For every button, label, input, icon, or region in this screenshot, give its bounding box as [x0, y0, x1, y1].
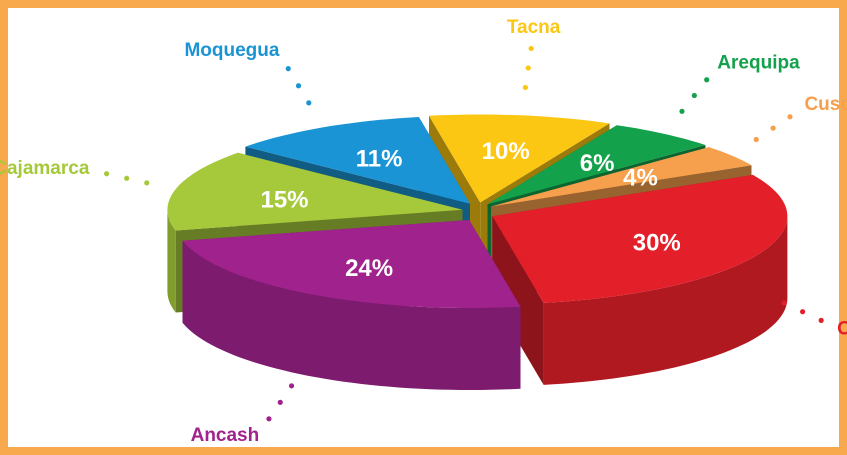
value-label: 30% — [633, 229, 681, 256]
category-label: Tacna — [507, 17, 561, 38]
category-label: Moquegua — [184, 40, 279, 61]
slice-side — [167, 209, 176, 313]
slice — [245, 117, 470, 204]
leader-dot — [277, 399, 283, 405]
slice — [182, 220, 521, 308]
value-label: 15% — [260, 186, 308, 213]
slice — [491, 147, 752, 207]
leader-dot — [103, 171, 110, 177]
leader-dot — [704, 77, 710, 83]
value-label: 24% — [345, 255, 393, 282]
leader-dot — [787, 114, 793, 120]
slice-wall — [492, 216, 544, 385]
leader-dot — [288, 383, 295, 389]
slice — [492, 174, 788, 303]
leader-dot — [799, 309, 806, 315]
slice — [492, 174, 788, 385]
leader-dot — [144, 180, 150, 186]
leader-dot — [285, 66, 291, 72]
leader-dot — [691, 92, 697, 99]
leader-dot — [522, 84, 528, 91]
leader-dot — [781, 300, 787, 306]
slice — [182, 220, 521, 390]
category-label: Ancash — [191, 425, 260, 446]
leader-dot — [528, 45, 534, 52]
value-label: 10% — [482, 138, 530, 165]
value-label: 4% — [623, 164, 658, 191]
leader-dot — [124, 175, 130, 181]
category-label: Cusco — [804, 94, 847, 115]
leader-dot — [306, 100, 312, 106]
slice — [487, 125, 706, 205]
slice-side — [543, 216, 788, 385]
leader-dot — [266, 416, 272, 422]
value-label: 6% — [580, 150, 615, 177]
category-label: Arequipa — [717, 52, 800, 73]
leader-dot — [770, 125, 776, 131]
slice — [429, 114, 610, 203]
slice-side — [182, 240, 521, 390]
category-label: Otros — [837, 318, 847, 339]
value-label: 11% — [356, 146, 403, 173]
leader-dot — [818, 317, 824, 323]
leader-dot — [295, 83, 302, 89]
slice — [167, 152, 463, 231]
leader-dot — [525, 65, 531, 71]
category-label: Cajamarca — [0, 158, 90, 179]
leader-dot — [753, 136, 759, 143]
leader-dot — [679, 108, 685, 114]
